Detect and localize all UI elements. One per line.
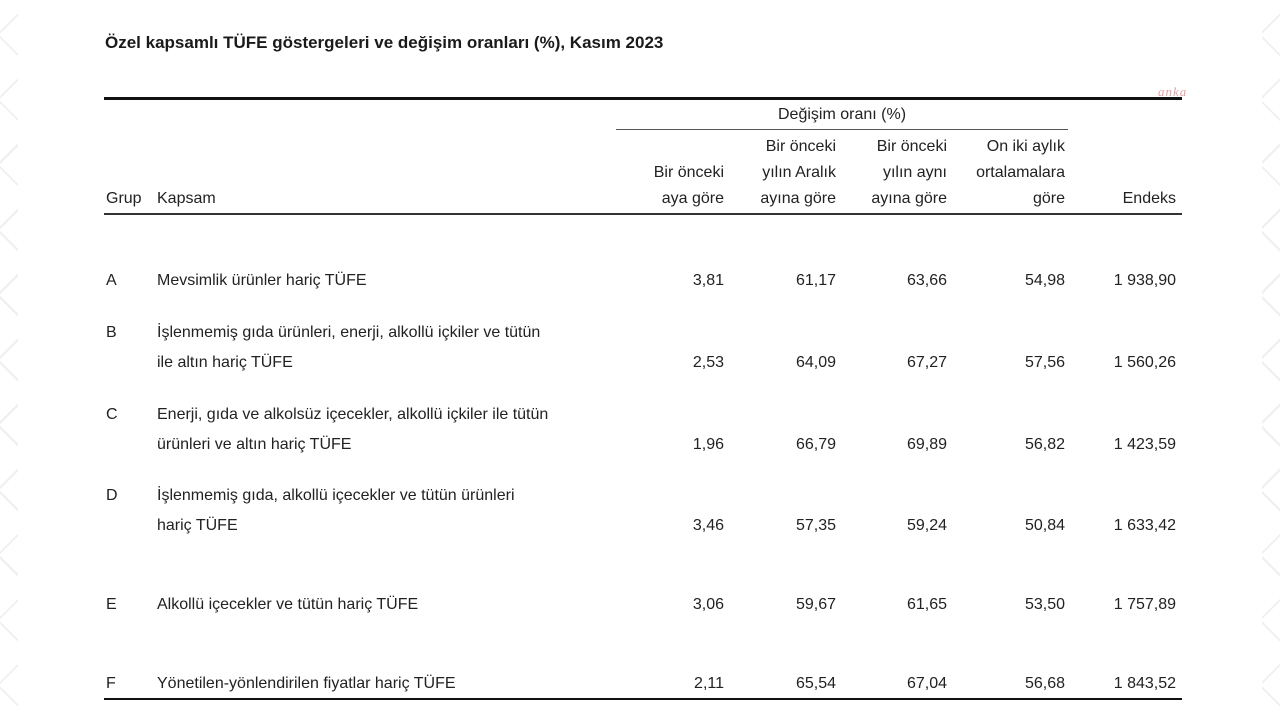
table-cell-grup: C (106, 406, 118, 423)
col-header-grup: Grup (106, 190, 142, 207)
table-cell-grup: D (106, 487, 118, 504)
table-cell-kapsam: Enerji, gıda ve alkolsüz içecekler, alko… (157, 406, 549, 423)
table-cell-v3: 59,24 (906, 517, 947, 534)
table-cell-endeks: 1 938,90 (1113, 272, 1176, 289)
table-cell-endeks: 1 843,52 (1113, 675, 1176, 692)
table-cell-v4: 56,82 (1024, 436, 1065, 453)
table-cell-kapsam: Alkollü içecekler ve tütün hariç TÜFE (157, 596, 419, 613)
table-cell-v3: 63,66 (906, 272, 947, 289)
table-cell-grup: F (106, 675, 116, 692)
table-cell-v4: 53,50 (1024, 596, 1065, 613)
table-cell-kapsam: İşlenmemiş gıda ürünleri, enerji, alkoll… (157, 324, 541, 341)
table-cell-endeks: 1 633,42 (1113, 517, 1176, 534)
col-header-kapsam: Kapsam (157, 190, 216, 207)
table-cell-kapsam: ile altın hariç TÜFE (157, 354, 293, 371)
table-cell-v2: 64,09 (795, 354, 836, 371)
header-rule (104, 213, 1182, 215)
table-cell-kapsam: ürünleri ve altın hariç TÜFE (157, 436, 352, 453)
table-cell-v2: 66,79 (795, 436, 836, 453)
col-header-endeks: Endeks (1122, 190, 1176, 207)
table-cell-kapsam: İşlenmemiş gıda, alkollü içecekler ve tü… (157, 487, 515, 504)
decorative-border-left (0, 0, 18, 720)
table-cell-v2: 65,54 (795, 675, 836, 692)
table-cell-v2: 61,17 (795, 272, 836, 289)
table-cell-v3: 61,65 (906, 596, 947, 613)
table-cell-v1: 3,06 (692, 596, 724, 613)
table-cell-v4: 54,98 (1024, 272, 1065, 289)
table-cell-v1: 1,96 (692, 436, 724, 453)
col-header-aralik: Bir önceki yılın Aralık ayına göre (760, 138, 836, 207)
table-cell-v3: 69,89 (906, 436, 947, 453)
table-cell-kapsam: Mevsimlik ürünler hariç TÜFE (157, 272, 367, 289)
table-cell-v1: 3,81 (692, 272, 724, 289)
table-cell-v4: 57,56 (1024, 354, 1065, 371)
table-cell-v2: 57,35 (795, 517, 836, 534)
table-cell-grup: A (106, 272, 117, 289)
table-cell-v4: 50,84 (1024, 517, 1065, 534)
table-cell-v4: 56,68 (1024, 675, 1065, 692)
table-cell-endeks: 1 423,59 (1113, 436, 1176, 453)
group-header-rule (616, 129, 1068, 130)
table-cell-kapsam: hariç TÜFE (157, 517, 238, 534)
bottom-rule (104, 698, 1182, 700)
col-header-on-iki-aylik: On iki aylık ortalamalara göre (976, 138, 1065, 207)
table-cell-v3: 67,04 (906, 675, 947, 692)
watermark-logo: anka (1158, 84, 1188, 99)
col-header-aya-gore: Bir önceki aya göre (653, 164, 724, 207)
table-cell-v1: 2,11 (694, 675, 724, 692)
table-title: Özel kapsamlı TÜFE göstergeleri ve değiş… (105, 33, 664, 52)
table-cell-v3: 67,27 (906, 354, 947, 371)
top-rule (104, 97, 1182, 100)
table-cell-v1: 2,53 (692, 354, 724, 371)
table-cell-v2: 59,67 (795, 596, 836, 613)
table-cell-kapsam: Yönetilen-yönlendirilen fiyatlar hariç T… (157, 675, 456, 692)
table-cell-v1: 3,46 (692, 517, 724, 534)
table-cell-endeks: 1 757,89 (1113, 596, 1176, 613)
decorative-border-right (1262, 0, 1280, 720)
table-cell-grup: E (106, 596, 117, 613)
change-rate-group-header: Değişim oranı (%) (777, 106, 907, 123)
col-header-ayni-ay: Bir önceki yılın aynı ayına göre (871, 138, 947, 207)
table-cell-endeks: 1 560,26 (1113, 354, 1176, 371)
table-cell-grup: B (106, 324, 117, 341)
